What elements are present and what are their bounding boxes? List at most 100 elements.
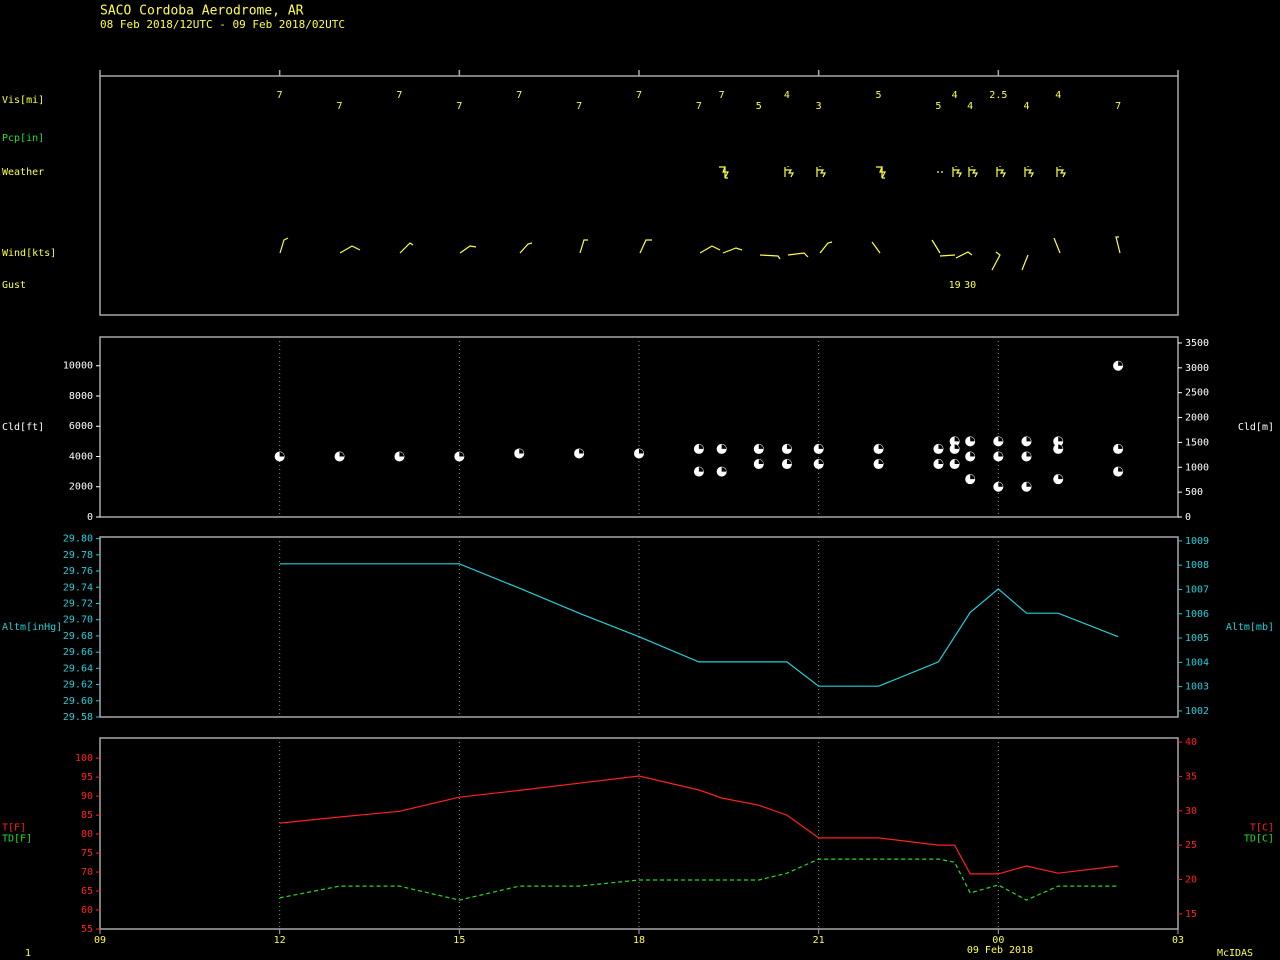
- visibility-value: 7: [719, 90, 725, 101]
- visibility-value: 7: [516, 90, 522, 101]
- cloud-cover-wedge: [938, 444, 943, 449]
- cloud-cover-wedge: [786, 444, 792, 449]
- visibility-value: 4: [967, 101, 973, 112]
- cloud-cover-wedge: [758, 459, 764, 465]
- gust-value: 19: [949, 280, 961, 291]
- x-tick-label: 00: [992, 935, 1004, 946]
- y-tick-label: 6000: [69, 421, 93, 432]
- cloud-cover-wedge: [954, 444, 960, 449]
- y-tick-label: 0: [87, 512, 93, 523]
- cloud-cover-wedge: [279, 451, 285, 457]
- visibility-value: 7: [696, 101, 702, 112]
- y2-tick-label: 0: [1185, 512, 1191, 523]
- y2-tick-label: 500: [1185, 487, 1203, 498]
- y2-axis-label: Cld[m]: [1238, 422, 1274, 433]
- y-tick-label: 10000: [63, 361, 93, 372]
- cloud-cover-wedge: [1026, 482, 1031, 487]
- cloud-cover-wedge: [786, 459, 792, 465]
- gust-value: 30: [964, 280, 976, 291]
- visibility-value: 7: [277, 90, 283, 101]
- y-tick-label: 29.78: [63, 550, 93, 561]
- visibility-value: 3: [816, 101, 822, 112]
- rain-thunder-glyph: [816, 166, 826, 178]
- cloud-cover-wedge: [970, 451, 975, 457]
- cloud-cover-wedge: [1058, 474, 1063, 480]
- y2-tick-label: 30: [1185, 806, 1197, 817]
- visibility-value: 4: [784, 90, 790, 101]
- y-tick-label: 29.66: [63, 647, 93, 658]
- cloud-cover-wedge: [954, 436, 960, 442]
- thunder-glyph: [876, 166, 886, 179]
- cloud-cover-wedge: [698, 444, 704, 449]
- rain-thunder-glyph: [996, 166, 1006, 178]
- series-label: TD[F]: [2, 834, 32, 845]
- cloud-cover-wedge: [1118, 361, 1123, 366]
- frame-number: 1: [25, 948, 31, 959]
- y-tick-label: 8000: [69, 391, 93, 402]
- y2-axis-label: T[C]: [1250, 823, 1274, 834]
- y-tick-label: 70: [81, 867, 93, 878]
- thunder-glyph: [719, 166, 729, 179]
- cloud-cover-wedge: [998, 436, 1003, 442]
- y2-tick-label: 1006: [1185, 609, 1209, 620]
- x-tick-label: 03: [1172, 935, 1184, 946]
- cloud-cover-wedge: [1118, 467, 1123, 472]
- y-tick-label: 29.76: [63, 566, 93, 577]
- y2-tick-label: 35: [1185, 771, 1197, 782]
- row-label: Pcp[in]: [2, 133, 44, 144]
- visibility-value: 7: [1115, 101, 1121, 112]
- rain-thunder-glyph: [952, 166, 962, 178]
- series-line: [279, 858, 1119, 901]
- cloud-cover-wedge: [818, 459, 824, 465]
- y2-tick-label: 25: [1185, 840, 1197, 851]
- y2-tick-label: 2000: [1185, 413, 1209, 424]
- y-tick-label: 75: [81, 848, 93, 859]
- cloud-cover-wedge: [1058, 436, 1063, 442]
- x-tick-label: 09: [94, 935, 106, 946]
- y-tick-label: 29.72: [63, 598, 93, 609]
- y-tick-label: 60: [81, 905, 93, 916]
- cloud-cover-wedge: [1026, 436, 1031, 442]
- y-tick-label: 29.60: [63, 696, 93, 707]
- series-line: [279, 563, 1119, 687]
- y2-tick-label: 3500: [1185, 338, 1209, 349]
- visibility-value: 5: [876, 90, 882, 101]
- station-title: SACO Cordoba Aerodrome, AR: [100, 4, 304, 19]
- cloud-cover-wedge: [1026, 451, 1031, 457]
- date-label: 09 Feb 2018: [967, 945, 1033, 956]
- y2-tick-label: 1003: [1185, 682, 1209, 693]
- row-label: Gust: [2, 280, 26, 291]
- y2-tick-label: 2500: [1185, 388, 1209, 399]
- cloud-cover-wedge: [1118, 444, 1123, 449]
- y2-tick-label: 3000: [1185, 363, 1209, 374]
- visibility-value: 5: [935, 101, 941, 112]
- y-tick-label: 55: [81, 924, 93, 935]
- y2-tick-label: 1009: [1185, 536, 1209, 547]
- y2-axis-label: TD[C]: [1244, 834, 1274, 845]
- visibility-value: 4: [952, 90, 958, 101]
- y-tick-label: 80: [81, 829, 93, 840]
- cloud-cover-wedge: [579, 448, 584, 454]
- y-tick-label: 100: [75, 753, 93, 764]
- cloud-cover-wedge: [878, 444, 884, 449]
- y2-tick-label: 1000: [1185, 462, 1209, 473]
- cloud-cover-wedge: [459, 451, 464, 457]
- rain-thunder-glyph: [1024, 166, 1034, 178]
- row-label: Wind[kts]: [2, 248, 56, 259]
- cloud-cover-wedge: [878, 459, 884, 465]
- visibility-value: 2.5: [989, 90, 1007, 101]
- y-tick-label: 65: [81, 886, 93, 897]
- y2-tick-label: 20: [1185, 875, 1197, 886]
- y2-tick-label: 1007: [1185, 584, 1209, 595]
- visibility-value: 7: [337, 101, 343, 112]
- cloud-cover-wedge: [954, 459, 960, 465]
- y-tick-label: 29.64: [63, 663, 93, 674]
- y-tick-label: 29.68: [63, 631, 93, 642]
- visibility-value: 5: [756, 101, 762, 112]
- y-tick-label: 29.74: [63, 582, 93, 593]
- series-label: T[F]: [2, 823, 26, 834]
- y2-tick-label: 1008: [1185, 560, 1209, 571]
- cloud-cover-wedge: [998, 451, 1003, 457]
